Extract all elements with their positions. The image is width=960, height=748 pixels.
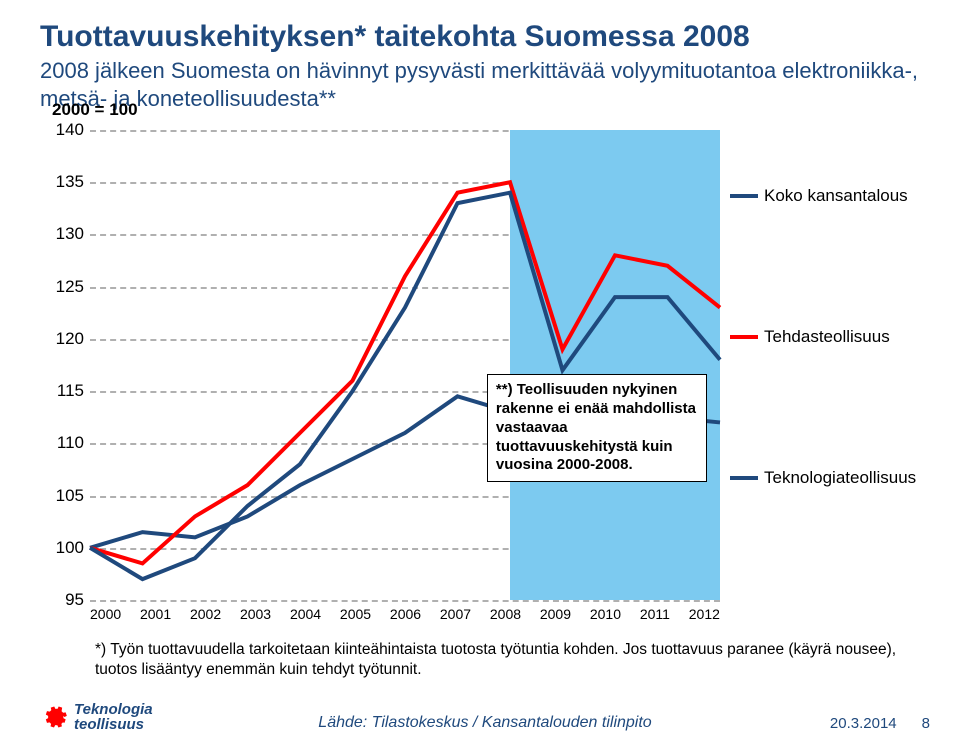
page-number: 8: [922, 715, 930, 732]
legend-item: Tehdasteollisuus: [730, 327, 930, 347]
x-axis: 2000 2001 2002 2003 2004 2005 2006 2007 2008 2009…: [90, 606, 720, 628]
x-tick-label: 2002: [190, 606, 221, 628]
y-tick-label: 105: [56, 486, 84, 506]
y-axis: 14013513012512011511010510095: [40, 130, 90, 600]
x-tick-label: 2001: [140, 606, 171, 628]
legend-swatch: [730, 335, 758, 339]
x-tick-label: 2006: [390, 606, 421, 628]
y-tick-label: 135: [56, 172, 84, 192]
y-tick-label: 130: [56, 224, 84, 244]
legend-item: Teknologiateollisuus: [730, 468, 930, 488]
series-line: [90, 182, 720, 563]
logo-line1: Teknologia: [74, 702, 153, 717]
index-base-label: 2000 = 100: [52, 100, 138, 120]
legend-item: Koko kansantalous: [730, 186, 930, 206]
y-tick-label: 140: [56, 120, 84, 140]
y-tick-label: 120: [56, 329, 84, 349]
date-page: 20.3.2014 8: [830, 715, 930, 732]
x-tick-label: 2005: [340, 606, 371, 628]
x-tick-label: 2008: [490, 606, 521, 628]
footer: Teknologia teollisuus Lähde: Tilastokesk…: [40, 702, 930, 732]
x-tick-label: 2011: [640, 606, 670, 628]
y-tick-label: 100: [56, 538, 84, 558]
x-tick-label: 2009: [540, 606, 571, 628]
x-tick-label: 2004: [290, 606, 321, 628]
legend-label: Teknologiateollisuus: [764, 468, 916, 488]
legend-label: Koko kansantalous: [764, 186, 908, 206]
annotation-box: **) Teollisuuden nykyinen rakenne ei enä…: [487, 374, 708, 482]
plot-area: **) Teollisuuden nykyinen rakenne ei enä…: [90, 130, 720, 600]
y-tick-label: 95: [65, 590, 84, 610]
logo: Teknologia teollisuus: [40, 702, 153, 732]
source-label: Lähde: Tilastokeskus / Kansantalouden ti…: [318, 714, 651, 732]
logo-line2: teollisuus: [74, 717, 153, 732]
page-title: Tuottavuuskehityksen* taitekohta Suomess…: [40, 20, 930, 53]
x-tick-label: 2012: [689, 606, 720, 628]
x-tick-label: 2003: [240, 606, 271, 628]
y-tick-label: 125: [56, 277, 84, 297]
x-tick-label: 2000: [90, 606, 121, 628]
legend-label: Tehdasteollisuus: [764, 327, 890, 347]
chart: 14013513012512011511010510095 **) Teolli…: [40, 130, 930, 600]
series-lines: [90, 130, 720, 600]
y-tick-label: 115: [57, 381, 84, 401]
x-tick-label: 2010: [590, 606, 621, 628]
page-subtitle: 2008 jälkeen Suomesta on hävinnyt pysyvä…: [40, 57, 930, 112]
legend-swatch: [730, 476, 758, 480]
gridline: [90, 600, 720, 602]
gear-icon: [40, 703, 68, 731]
date: 20.3.2014: [830, 715, 897, 732]
x-tick-label: 2007: [440, 606, 471, 628]
footnote: *) Työn tuottavuudella tarkoitetaan kiin…: [95, 640, 900, 680]
y-tick-label: 110: [57, 433, 84, 453]
legend-swatch: [730, 194, 758, 198]
